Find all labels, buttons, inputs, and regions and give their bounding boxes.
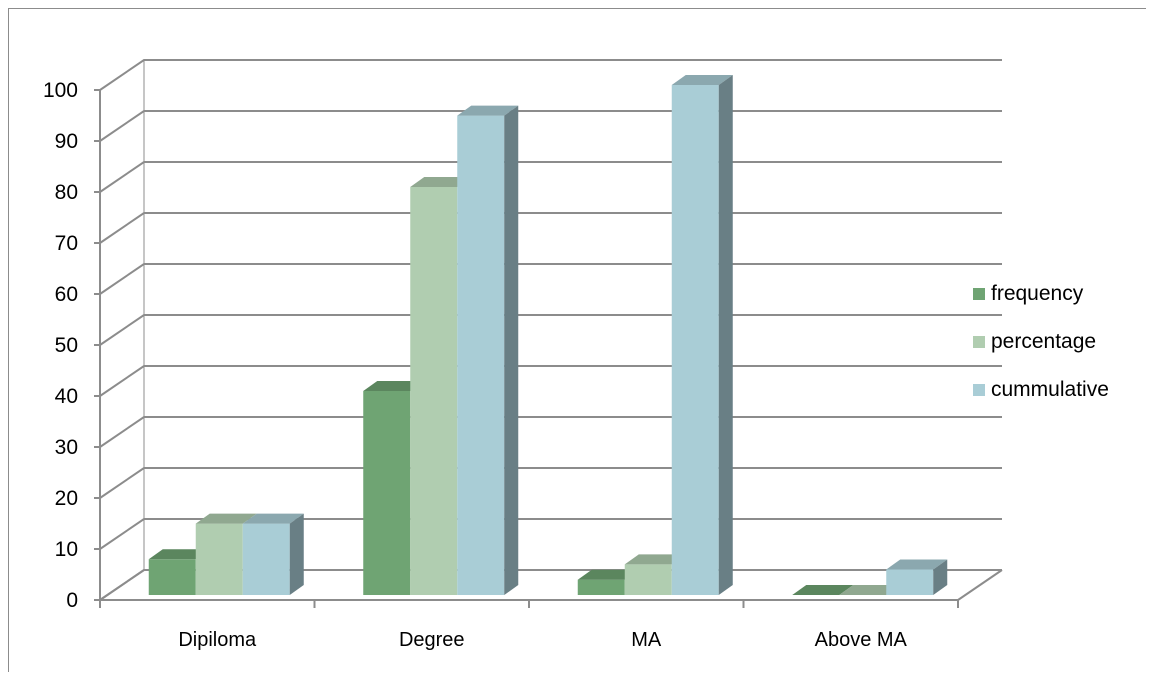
bar-front <box>242 523 290 595</box>
gridline <box>99 263 1002 295</box>
gridline <box>99 59 1002 91</box>
chart-frame <box>8 8 1146 672</box>
legend-label-percentage: percentage <box>991 330 1096 353</box>
y-tick-label: 40 <box>55 385 78 408</box>
bar-top <box>671 75 733 85</box>
bar-percentage <box>624 554 686 595</box>
bar-frequency <box>577 569 639 595</box>
bar-front <box>410 187 458 595</box>
x-tick-label: MA <box>631 629 662 651</box>
y-tick-label: 100 <box>43 79 78 102</box>
bar-top <box>148 549 210 560</box>
bar-front <box>363 391 411 595</box>
y-tick-label: 20 <box>55 487 78 510</box>
legend-label-cummulative: cummulative <box>991 378 1109 401</box>
gridline <box>99 365 1002 397</box>
bar-cummulative <box>242 513 304 595</box>
y-tick-label: 30 <box>55 436 78 459</box>
gridline <box>99 314 1002 346</box>
bar-top <box>792 585 854 595</box>
bar-front <box>195 523 243 595</box>
gridline <box>99 212 1002 244</box>
bar-frequency <box>792 585 854 595</box>
bar-front <box>886 569 934 595</box>
y-tick-label: 80 <box>55 181 78 204</box>
y-tick-label: 60 <box>55 283 78 306</box>
legend: frequency percentage cummulative <box>973 282 1109 401</box>
bar-front <box>457 115 505 595</box>
x-tick-label: Above MA <box>815 629 908 651</box>
bar-front <box>624 564 672 595</box>
bar-front <box>148 559 196 595</box>
gridline <box>99 110 1002 142</box>
bar-frequency <box>148 549 210 595</box>
bar-cummulative <box>671 75 733 595</box>
bar-cummulative <box>886 559 948 595</box>
bar-top <box>886 559 948 570</box>
bar-percentage <box>839 585 901 595</box>
x-axis: Dipiloma Degree MA Above MA <box>99 600 959 651</box>
legend-swatch-percentage <box>973 336 985 348</box>
bar-top <box>410 177 472 187</box>
legend-swatch-cummulative <box>973 384 985 396</box>
bar-percentage <box>195 513 257 595</box>
gridline <box>99 161 1002 193</box>
bar-top <box>577 569 639 580</box>
legend-swatch-frequency <box>973 288 985 300</box>
floor-right-edge <box>957 569 1003 601</box>
bars <box>148 75 948 595</box>
bar-top <box>624 554 686 565</box>
bar-frequency <box>363 381 425 595</box>
bar-side <box>504 105 519 595</box>
gridline <box>99 467 1002 499</box>
y-tick-label: 70 <box>55 232 78 255</box>
bar-front <box>577 579 625 595</box>
bar-top <box>839 585 901 595</box>
y-tick-label: 50 <box>55 334 78 357</box>
bar-side <box>289 513 304 595</box>
y-tick-label: 10 <box>55 538 78 561</box>
bar-percentage <box>410 177 472 595</box>
bar-front <box>671 85 719 595</box>
bar-cummulative <box>457 105 519 595</box>
y-tick-label: 0 <box>66 589 78 612</box>
bar-side <box>933 559 948 595</box>
y-tick-label: 90 <box>55 130 78 153</box>
x-tick-label: Degree <box>399 629 465 651</box>
bar-top <box>363 381 425 391</box>
y-axis: 0 10 20 30 40 50 60 70 80 90 100 <box>43 79 100 612</box>
bar-top <box>195 513 257 524</box>
bar-top <box>457 105 519 116</box>
bar-top <box>242 513 304 524</box>
x-tick-label: Dipiloma <box>178 629 257 651</box>
bar-side <box>718 75 733 595</box>
legend-label-frequency: frequency <box>991 282 1084 305</box>
gridline <box>99 416 1002 448</box>
